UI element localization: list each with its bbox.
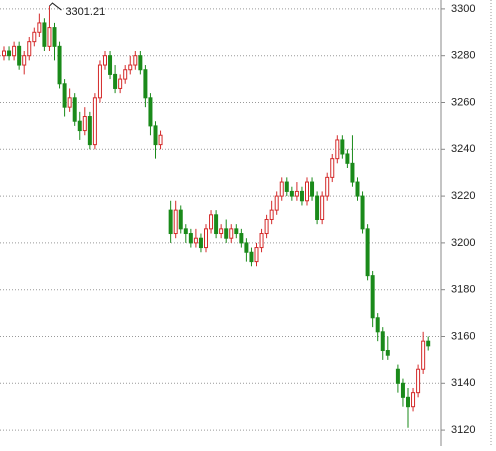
- candle-body: [17, 45, 22, 66]
- candle-body: [113, 73, 118, 89]
- candle-body: [123, 69, 128, 80]
- candle-body: [183, 228, 188, 235]
- y-tick-label: 3220: [451, 190, 475, 202]
- candle-body: [315, 195, 320, 220]
- candle-body: [330, 158, 335, 178]
- candle-body: [32, 31, 37, 43]
- candle-body: [360, 195, 365, 230]
- candle-body: [209, 214, 214, 230]
- candle-body: [335, 139, 340, 160]
- candle-body: [52, 27, 57, 47]
- candle-body: [259, 233, 264, 249]
- candle-body: [37, 22, 42, 33]
- candle-body: [72, 97, 77, 122]
- candle-body: [173, 209, 178, 235]
- candle-body: [350, 162, 355, 183]
- candle-body: [62, 83, 67, 108]
- candle-body: [22, 55, 27, 66]
- y-tick-label: 3300: [451, 3, 475, 15]
- candle-body: [269, 209, 274, 220]
- candle-body: [57, 45, 62, 85]
- candle-body: [143, 69, 148, 99]
- candle-body: [400, 382, 405, 398]
- candle-body: [153, 125, 158, 146]
- candle-body: [411, 392, 416, 408]
- candle-body: [103, 55, 107, 66]
- candle-body: [421, 340, 426, 370]
- candle-body: [118, 78, 123, 89]
- y-tick-label: 3120: [451, 424, 475, 436]
- candle-body: [325, 176, 330, 197]
- candle-body: [375, 317, 380, 333]
- candle-body: [305, 181, 309, 202]
- candle-body: [97, 64, 102, 99]
- candle-body: [158, 134, 163, 146]
- candle-body: [380, 331, 385, 352]
- candle-body: [42, 22, 47, 47]
- y-tick-label: 3140: [451, 377, 475, 389]
- candle-body: [385, 350, 390, 356]
- candle-body: [214, 214, 219, 235]
- candle-body: [355, 181, 360, 197]
- candle-body: [67, 97, 72, 108]
- candle-body: [224, 228, 229, 239]
- candle-body: [198, 237, 203, 249]
- candle-body: [108, 55, 113, 75]
- y-tick-label: 3180: [451, 284, 475, 296]
- candle-body: [148, 97, 153, 127]
- candle-body: [310, 181, 315, 197]
- candle-body: [168, 209, 173, 235]
- candle-body: [249, 251, 254, 263]
- candle-body: [234, 228, 239, 235]
- annotation-flag: [49, 2, 62, 11]
- candle-body: [279, 181, 284, 197]
- candle-body: [77, 120, 82, 132]
- candle-body: [426, 340, 431, 347]
- candle-body: [138, 55, 143, 71]
- candle-body: [92, 97, 97, 146]
- candle-body: [289, 190, 294, 197]
- y-tick-label: 3200: [451, 237, 475, 249]
- candle-body: [395, 368, 400, 384]
- y-tick-label: 3160: [451, 330, 475, 342]
- candle-body: [264, 218, 269, 235]
- candle-body: [274, 195, 279, 211]
- candle-body: [370, 275, 375, 319]
- candle-body: [193, 237, 198, 244]
- y-tick-label: 3240: [451, 143, 475, 155]
- candle-body: [345, 153, 350, 164]
- candle-body: [365, 228, 370, 277]
- candle-body: [204, 228, 208, 249]
- y-tick-label: 3260: [451, 96, 475, 108]
- candle-body: [133, 55, 138, 66]
- candle-body: [2, 50, 6, 57]
- candle-body: [239, 233, 244, 244]
- candle-body: [7, 50, 12, 57]
- candle-body: [229, 228, 234, 239]
- candle-body: [12, 45, 17, 57]
- candle-body: [47, 27, 52, 47]
- candle-body: [188, 233, 193, 244]
- candle-body: [284, 181, 289, 192]
- candle-body: [178, 209, 183, 230]
- y-tick-label: 3280: [451, 50, 475, 62]
- candle-body: [406, 396, 410, 408]
- candle-body: [416, 368, 421, 394]
- candle-body: [219, 228, 224, 235]
- candle-body: [244, 242, 249, 253]
- candle-body: [128, 64, 133, 71]
- candle-body: [82, 116, 87, 132]
- candle-body: [27, 41, 32, 57]
- max-annotation: 3301.21: [65, 6, 105, 18]
- candle-body: [294, 190, 299, 197]
- candle-body: [254, 247, 259, 263]
- candle-body: [340, 139, 345, 155]
- candle-body: [87, 116, 92, 146]
- candle-body: [299, 190, 304, 202]
- candle-body: [320, 195, 325, 220]
